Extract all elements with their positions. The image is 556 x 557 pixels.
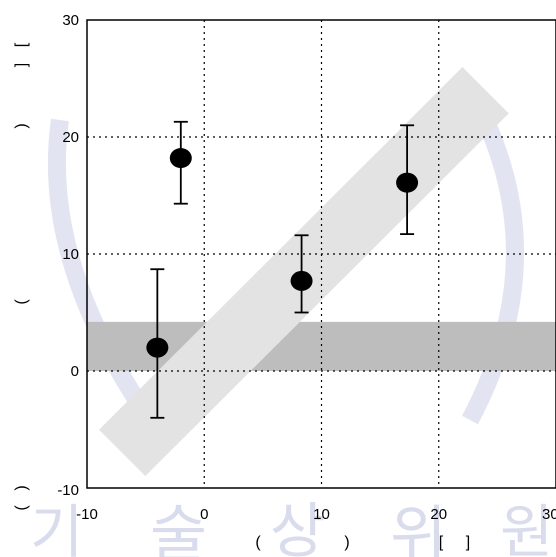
y-axis-label-fragment: [ bbox=[13, 42, 30, 47]
points-layer bbox=[146, 120, 419, 419]
y-tick-label: 20 bbox=[62, 129, 79, 146]
axis-label-fragments: () [] []) () ( bbox=[13, 42, 470, 551]
y-axis-label-fragment: ] bbox=[13, 63, 30, 67]
data-point bbox=[290, 270, 313, 291]
x-tick-label: 30 bbox=[542, 506, 556, 523]
x-tick-label: 0 bbox=[200, 506, 208, 523]
plot-frame bbox=[86, 19, 556, 489]
x-tick-label: -10 bbox=[76, 506, 98, 523]
y-tick-label: 30 bbox=[62, 12, 79, 29]
x-axis-label-fragment: ) bbox=[344, 534, 349, 551]
data-point bbox=[169, 148, 192, 169]
data-point bbox=[146, 337, 169, 358]
y-axis-label-fragment: ) bbox=[13, 485, 30, 490]
y-axis-label-fragment: ) bbox=[13, 123, 30, 128]
watermark-glyph: 상 bbox=[270, 497, 325, 557]
x-axis-label-fragment: [ bbox=[439, 534, 444, 551]
y-tick-label: 10 bbox=[62, 246, 79, 263]
x-tick-label: 20 bbox=[430, 506, 447, 523]
x-tick-label: 10 bbox=[313, 506, 330, 523]
x-axis-label-fragment: ( bbox=[255, 534, 261, 551]
watermark-arc-right bbox=[462, 85, 524, 425]
x-axis-label-fragment: ] bbox=[466, 534, 470, 551]
y-tick-label: -10 bbox=[57, 482, 79, 499]
watermark-glyph: 술 bbox=[150, 498, 207, 557]
watermark-glyph: 원 bbox=[500, 498, 553, 557]
watermark-arc-left bbox=[47, 118, 158, 426]
watermark-glyph: 위 bbox=[390, 498, 447, 557]
y-axis-label-fragment: ( bbox=[13, 505, 30, 511]
y-tick-label: 0 bbox=[71, 363, 79, 380]
y-axis-label-fragment: ( bbox=[13, 299, 30, 305]
watermark-glyph: 기 bbox=[30, 498, 83, 557]
grid-layer bbox=[87, 20, 556, 488]
data-point bbox=[396, 172, 419, 193]
ticks-layer: -10 0 10 20 30 -10 0 10 20 30 bbox=[57, 12, 556, 523]
